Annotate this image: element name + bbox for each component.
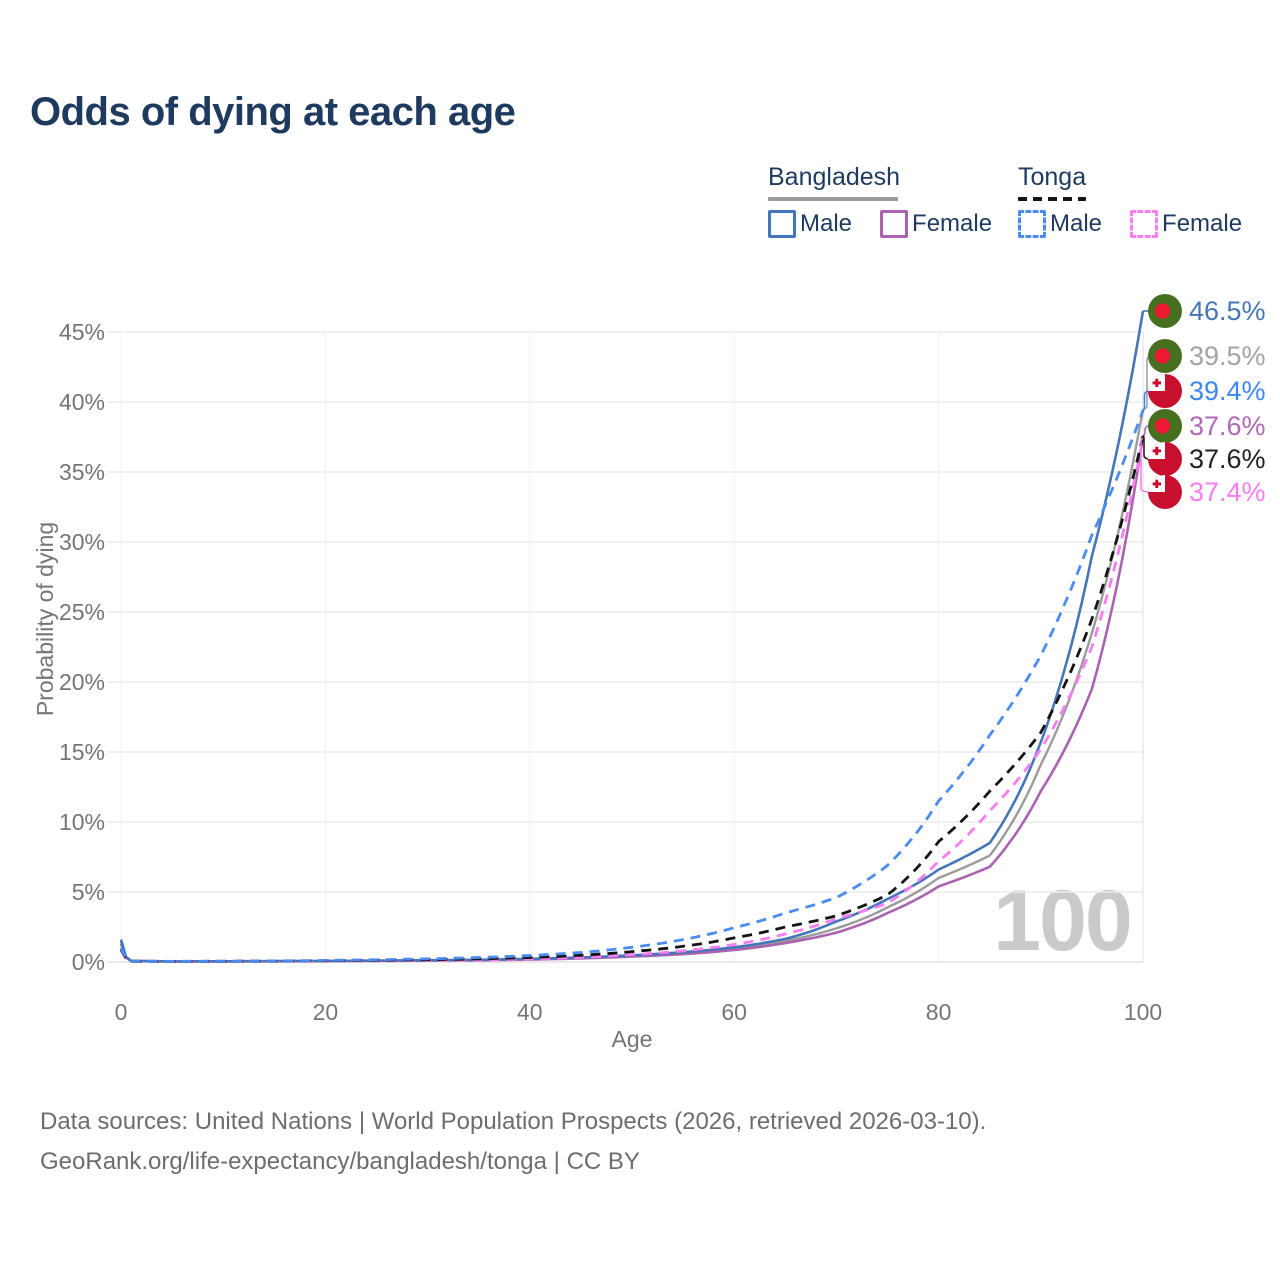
page-title: Odds of dying at each age xyxy=(30,90,516,134)
legend-label-bangladesh-male: Male xyxy=(800,210,853,237)
series-line-tonga-total xyxy=(119,435,1145,963)
leader-line xyxy=(1142,390,1151,412)
legend-group-tonga: Tonga Male Female xyxy=(1018,163,1242,238)
end-value: 37.6% xyxy=(1189,410,1266,441)
x-tick-label: 0 xyxy=(115,999,128,1025)
bangladesh-flag-icon xyxy=(1148,294,1182,328)
series-line-bangladesh-total xyxy=(119,408,1145,963)
end-label-bangladesh-male: 46.5% xyxy=(1147,293,1266,329)
x-tick-label: 100 xyxy=(1124,999,1162,1025)
x-tick-label: 60 xyxy=(721,999,747,1025)
checkbox-tonga-male[interactable] xyxy=(1018,210,1046,238)
age-indicator-watermark: 100 xyxy=(993,873,1133,969)
attribution-line: GeoRank.org/life-expectancy/bangladesh/t… xyxy=(40,1148,640,1175)
end-label-bangladesh-total: 39.5% xyxy=(1147,338,1266,374)
y-tick-label: 5% xyxy=(72,879,105,905)
leader-line xyxy=(1140,437,1151,493)
tonga-flag-icon xyxy=(1148,442,1182,476)
end-value: 39.5% xyxy=(1189,340,1266,371)
legend-group-bangladesh: Bangladesh Male Female xyxy=(768,163,992,238)
tonga-flag-icon xyxy=(1148,475,1182,509)
end-value: 37.4% xyxy=(1189,476,1266,507)
checkbox-tonga-female[interactable] xyxy=(1130,210,1159,238)
series-line-bangladesh-male xyxy=(119,310,1145,963)
end-value: 39.4% xyxy=(1189,375,1266,406)
bangladesh-flag-icon xyxy=(1148,339,1182,373)
leader-line xyxy=(1142,425,1151,437)
legend-country-tonga: Tonga xyxy=(1018,163,1087,191)
end-label-tonga-total: 37.6% xyxy=(1147,441,1266,477)
series-line-tonga-male xyxy=(119,409,1145,963)
y-tick-label: 25% xyxy=(59,599,105,625)
tonga-flag-icon xyxy=(1148,374,1182,408)
bangladesh-line-swatch xyxy=(768,197,898,201)
legend-label-bangladesh-female: Female xyxy=(912,210,993,237)
y-tick-label: 35% xyxy=(59,459,105,485)
y-tick-label: 10% xyxy=(59,809,105,835)
y-tick-label: 30% xyxy=(59,529,105,555)
checkbox-bangladesh-female[interactable] xyxy=(880,210,909,238)
x-tick-label: 80 xyxy=(926,999,952,1025)
tonga-line-swatch xyxy=(1018,197,1086,201)
end-value: 37.6% xyxy=(1189,443,1266,474)
legend-label-tonga-male: Male xyxy=(1050,210,1103,237)
series-line-bangladesh-female xyxy=(119,435,1145,963)
y-tick-label: 0% xyxy=(72,949,105,975)
end-label-tonga-female: 37.4% xyxy=(1147,474,1266,510)
x-axis-title: Age xyxy=(611,1026,653,1052)
legend-label-tonga-female: Female xyxy=(1162,210,1243,237)
checkbox-bangladesh-male[interactable] xyxy=(768,210,796,238)
y-tick-label: 20% xyxy=(59,669,105,695)
x-tick-label: 40 xyxy=(517,999,543,1025)
leader-line xyxy=(1142,434,1151,460)
bangladesh-flag-icon xyxy=(1148,409,1182,443)
y-tick-label: 45% xyxy=(59,319,105,345)
legend-country-bangladesh: Bangladesh xyxy=(768,163,901,191)
x-tick-label: 20 xyxy=(313,999,339,1025)
y-axis-title: Probability of dying xyxy=(32,521,58,717)
data-source-line: Data sources: United Nations | World Pop… xyxy=(40,1108,987,1135)
series-line-tonga-female xyxy=(119,438,1145,963)
y-tick-label: 15% xyxy=(59,739,105,765)
end-label-bangladesh-female: 37.6% xyxy=(1147,408,1266,444)
end-value: 46.5% xyxy=(1189,295,1266,326)
y-tick-label: 40% xyxy=(59,389,105,415)
end-label-tonga-male: 39.4% xyxy=(1147,373,1266,409)
